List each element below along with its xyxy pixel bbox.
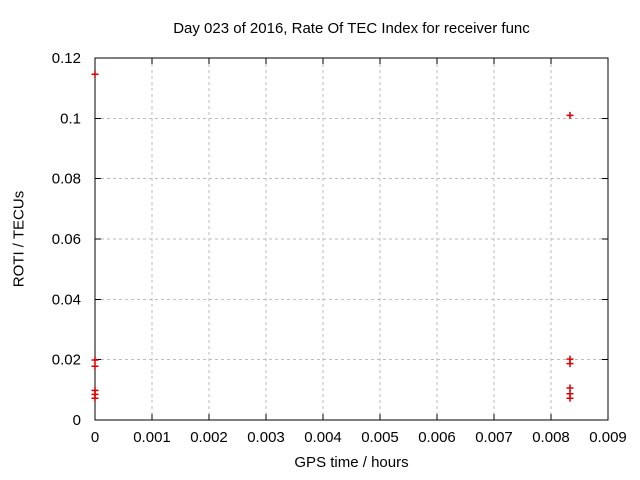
y-tick-label: 0.06 <box>52 231 81 248</box>
y-tick-label: 0.08 <box>52 171 81 188</box>
data-point-marker <box>566 394 574 402</box>
data-point-marker <box>566 111 574 119</box>
x-tick-label: 0.009 <box>589 429 627 446</box>
data-point-marker <box>91 362 99 370</box>
x-tick-label: 0.002 <box>190 429 228 446</box>
data-point-marker <box>566 360 574 368</box>
y-tick-label: 0.04 <box>52 291 81 308</box>
x-tick-label: 0.001 <box>133 429 171 446</box>
x-axis-label: GPS time / hours <box>294 454 409 471</box>
plot-border <box>94 57 609 421</box>
y-tick-label: 0 <box>73 412 81 429</box>
x-tick-label: 0.008 <box>532 429 570 446</box>
x-tick-label: 0.005 <box>361 429 399 446</box>
data-point-marker <box>91 394 99 402</box>
y-tick-label: 0.12 <box>52 50 81 67</box>
chart-title: Day 023 of 2016, Rate Of TEC Index for r… <box>173 20 530 37</box>
x-tick-label: 0.007 <box>475 429 513 446</box>
x-tick-label: 0 <box>91 429 99 446</box>
data-point-marker <box>91 356 99 364</box>
y-tick-label: 0.02 <box>52 352 81 369</box>
x-tick-label: 0.004 <box>304 429 342 446</box>
x-tick-label: 0.003 <box>247 429 285 446</box>
data-point-marker <box>91 70 99 78</box>
x-tick-label: 0.006 <box>418 429 456 446</box>
y-tick-label: 0.1 <box>60 110 81 127</box>
